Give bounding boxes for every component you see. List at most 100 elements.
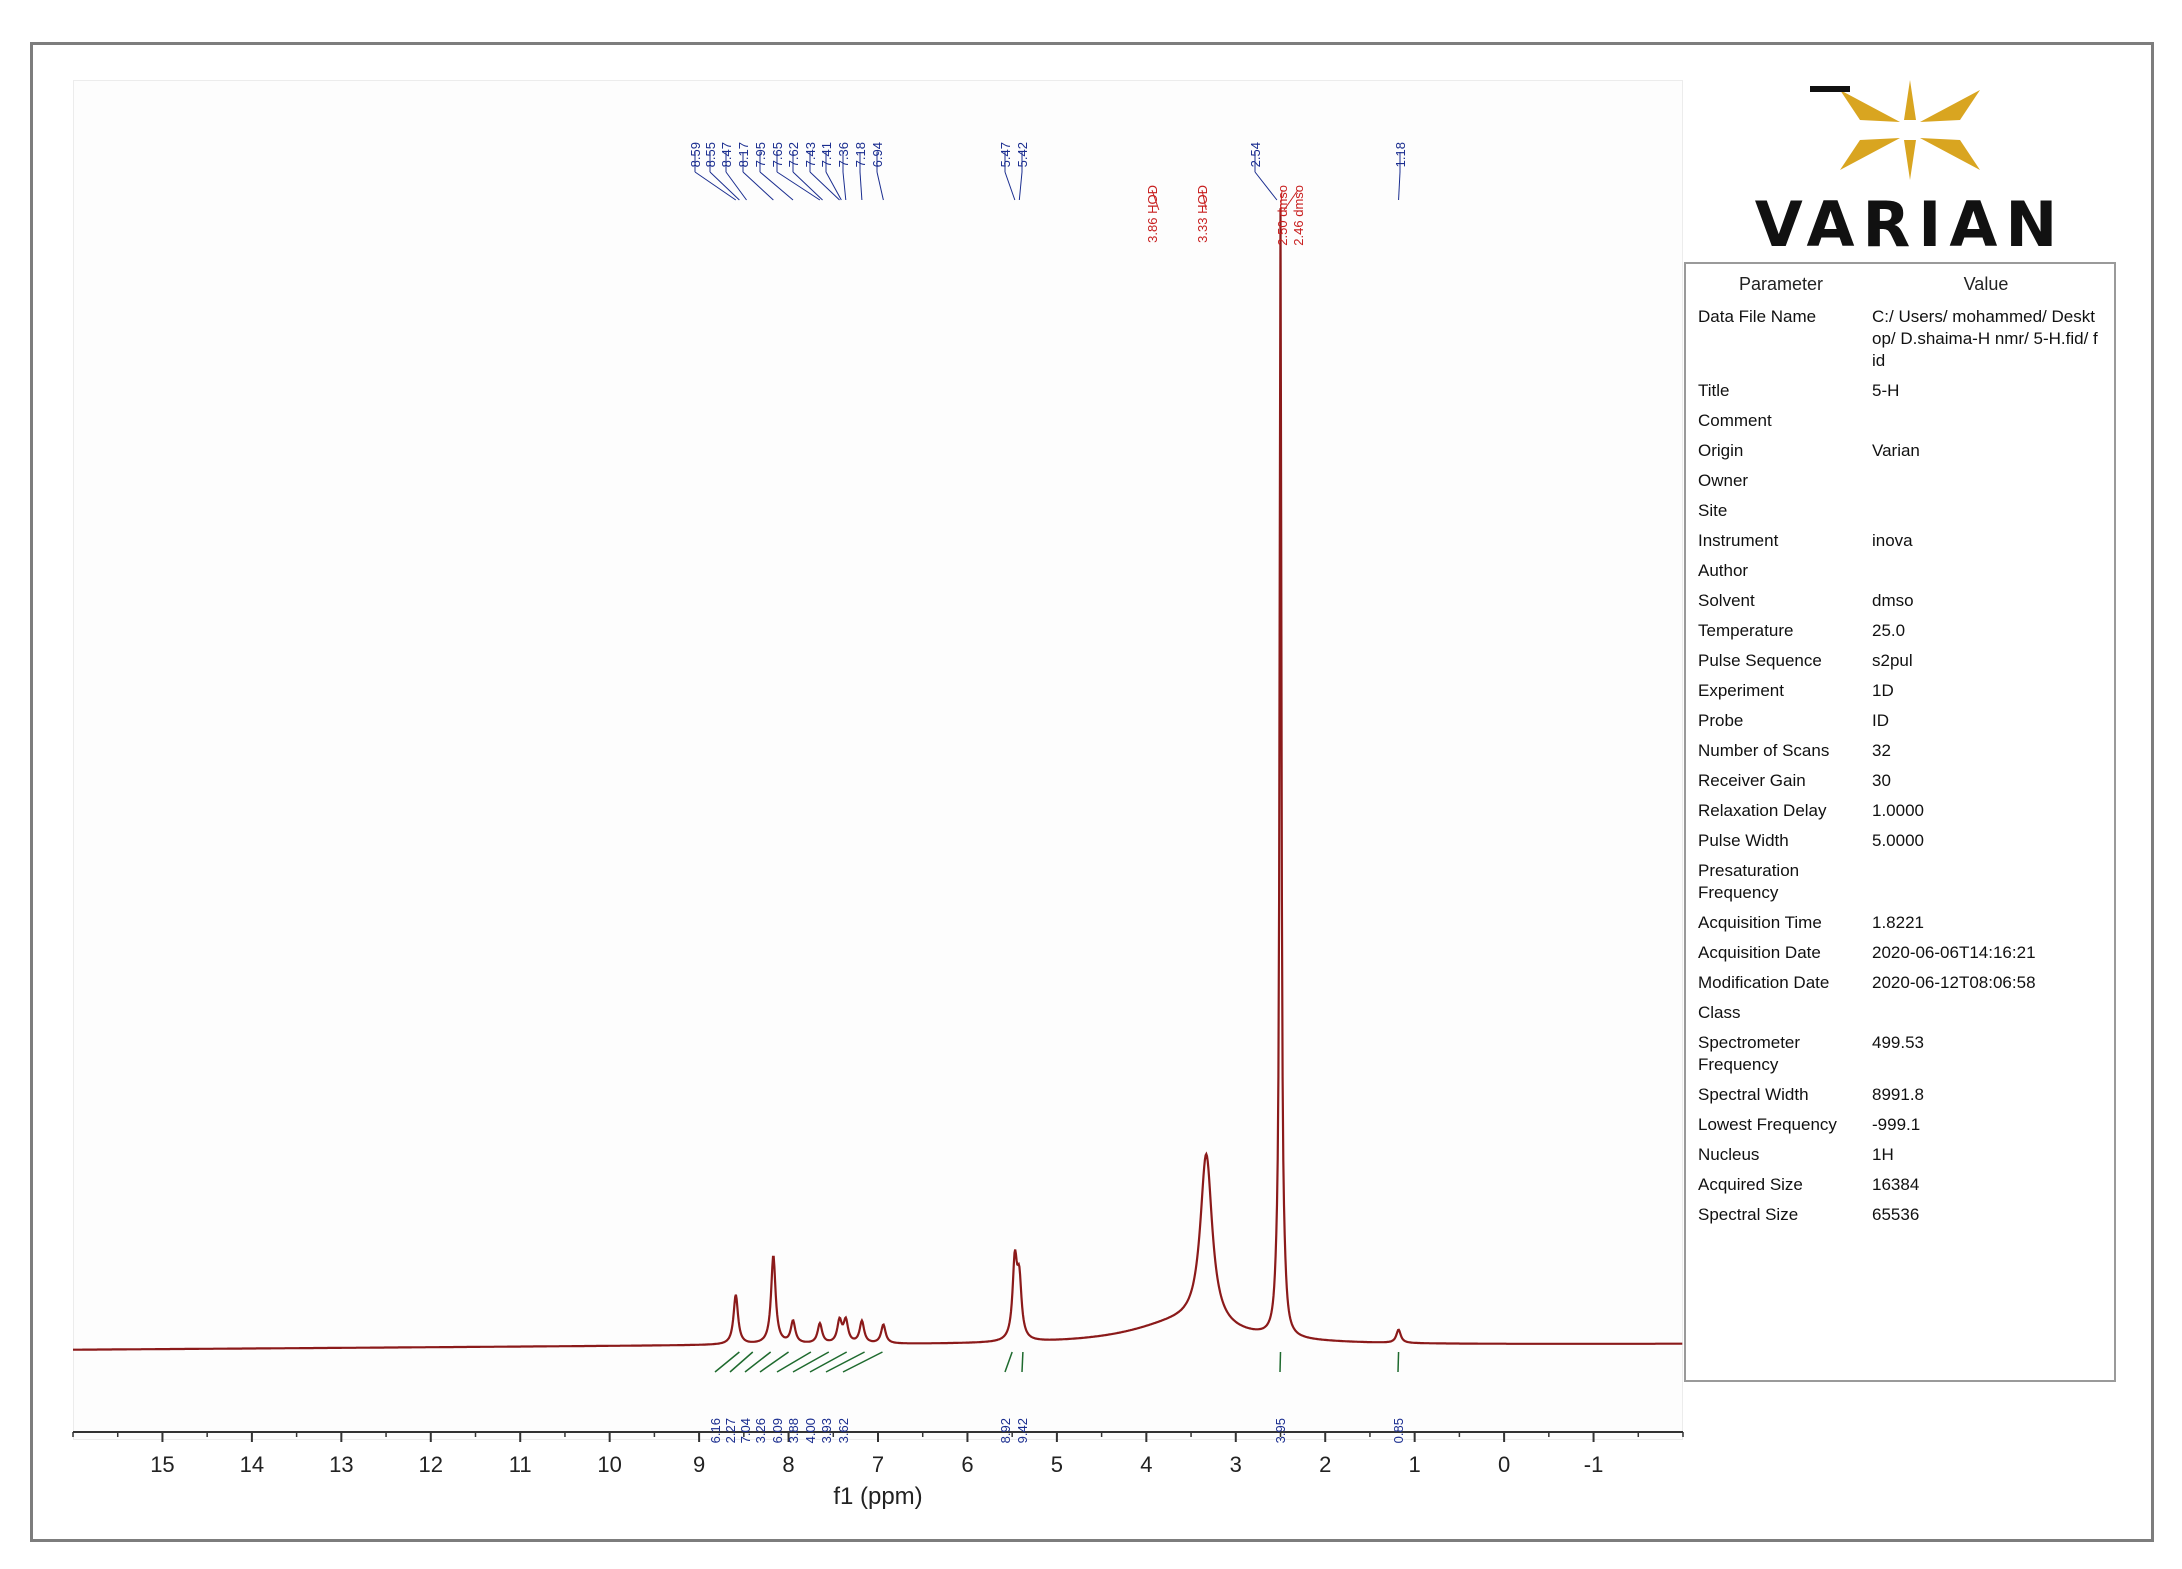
parameter-row: Lowest Frequency -999.1 xyxy=(1692,1114,2108,1136)
parameter-row: Solvent dmso xyxy=(1692,590,2108,612)
integral-value: 3.93 xyxy=(819,1418,834,1443)
peak-label-solvent: 2.50 dmso xyxy=(1275,185,1290,246)
parameter-name: Pulse Sequence xyxy=(1698,651,1822,670)
header-value: Value xyxy=(1963,273,2009,294)
x-tick-label: 4 xyxy=(1140,1452,1152,1477)
parameter-value: 1D xyxy=(1872,681,1894,700)
parameter-value: inova xyxy=(1872,531,1913,550)
integral-marker xyxy=(1021,1351,1024,1373)
parameter-table: Parameter Value Data File Name C:/ Users/… xyxy=(1684,262,2116,1382)
peak-label-connector xyxy=(792,171,823,201)
peak-label-connector xyxy=(842,171,847,201)
parameter-value: dmso xyxy=(1872,591,1914,610)
x-tick-label: 0 xyxy=(1498,1452,1510,1477)
x-tick-label: 11 xyxy=(509,1452,532,1477)
parameter-name: Origin xyxy=(1698,441,1744,460)
parameter-row: Pulse Sequence s2pul xyxy=(1692,650,2108,672)
parameter-value: Varian xyxy=(1872,441,1920,460)
parameter-rows: Data File Name C:/ Users/ mohammed/ Deskt… xyxy=(1692,306,2108,1226)
parameter-value xyxy=(1864,560,2100,582)
parameter-value xyxy=(1864,1002,2100,1024)
integral-value: 3.95 xyxy=(1273,1418,1288,1443)
parameter-name: Solvent xyxy=(1698,591,1755,610)
peak-label-connector xyxy=(1151,189,1160,211)
x-tick-label: 2 xyxy=(1319,1452,1331,1477)
spectrum-curve-group xyxy=(73,208,1683,1351)
parameter-value: 30 xyxy=(1872,771,1891,790)
parameter-name: Comment xyxy=(1698,411,1772,430)
x-axis-title: f1 (ppm) xyxy=(833,1483,922,1510)
peak-label-solvent: 2.46 dmso xyxy=(1291,185,1306,246)
integral-value: 3.26 xyxy=(753,1418,768,1443)
peak-label-connector xyxy=(1398,171,1401,201)
peak-label-connector xyxy=(725,171,747,201)
x-tick-label: 7 xyxy=(872,1452,884,1477)
parameter-name: Site xyxy=(1698,501,1728,520)
parameter-name: Probe xyxy=(1698,711,1744,730)
x-tick-label: 3 xyxy=(1230,1452,1242,1477)
parameter-table-header: Parameter Value xyxy=(1692,270,2108,298)
integral-marker xyxy=(729,1351,754,1373)
x-tick-label: 9 xyxy=(693,1452,705,1477)
x-axis: 15 14 13 12 11 10 9 8 7 6 5 4 3 2 1 0 -1 xyxy=(72,1431,1684,1477)
parameter-row: Temperature 25.0 xyxy=(1692,620,2108,642)
parameter-name: Spectral Size xyxy=(1698,1205,1799,1224)
parameter-row: Experiment 1D xyxy=(1692,680,2108,702)
parameter-name: Spectral Width xyxy=(1698,1085,1809,1104)
peak-label-connector xyxy=(1280,189,1283,211)
peak-label-solvent: 3.33 HOD xyxy=(1195,185,1210,243)
parameter-value: ID xyxy=(1872,711,1889,730)
varian-logo xyxy=(1810,80,1980,180)
parameter-row: Spectrometer Frequency 499.53 xyxy=(1692,1032,2108,1076)
parameter-row: Author xyxy=(1692,560,2108,582)
integral-value: 3.62 xyxy=(836,1418,851,1443)
parameter-value xyxy=(1864,500,2100,522)
parameter-name: Pulse Width xyxy=(1698,831,1789,850)
parameter-row: Origin Varian xyxy=(1692,440,2108,462)
parameter-row: Number of Scans 32 xyxy=(1692,740,2108,762)
parameter-row: Relaxation Delay 1.0000 xyxy=(1692,800,2108,822)
parameter-value: C:/ Users/ mohammed/ Desktop/ D.shaima-H… xyxy=(1872,307,2098,370)
parameter-value: 32 xyxy=(1872,741,1891,760)
parameter-value: -999.1 xyxy=(1872,1115,1921,1134)
integral-marker xyxy=(744,1351,772,1373)
peak-label-connector xyxy=(1254,171,1278,201)
x-tick-label: 12 xyxy=(419,1452,443,1477)
parameter-value: 1.0000 xyxy=(1872,801,1924,820)
parameter-name: Number of Scans xyxy=(1698,741,1830,760)
integral-value: 2.27 xyxy=(723,1418,738,1443)
parameter-row: Receiver Gain 30 xyxy=(1692,770,2108,792)
parameter-value: 16384 xyxy=(1872,1175,1920,1194)
parameter-row: Site xyxy=(1692,500,2108,522)
parameter-name: Owner xyxy=(1698,471,1749,490)
parameter-name: Spectrometer Frequency xyxy=(1698,1033,1801,1074)
peak-label-connector xyxy=(759,171,794,201)
parameter-row: Comment xyxy=(1692,410,2108,432)
parameter-name: Presaturation Frequency xyxy=(1698,861,1800,902)
parameter-value: 2020-06-06T14:16:21 xyxy=(1872,943,2036,962)
peak-label-connector xyxy=(1018,171,1023,201)
parameter-row: Presaturation Frequency xyxy=(1692,860,2108,904)
parameter-name: Author xyxy=(1698,561,1749,580)
parameter-name: Class xyxy=(1698,1003,1741,1022)
parameter-name: Temperature xyxy=(1698,621,1794,640)
brand-name: VARIAN xyxy=(1754,188,2066,261)
x-tick-label: 1 xyxy=(1409,1452,1421,1477)
integral-value: 6.09 xyxy=(770,1418,785,1443)
integral-marker xyxy=(809,1351,848,1373)
peak-label-connector xyxy=(859,171,863,201)
x-tick-label: 8 xyxy=(782,1452,794,1477)
x-tick-label: -1 xyxy=(1584,1452,1604,1477)
parameter-value: 65536 xyxy=(1872,1205,1920,1224)
integral-marker xyxy=(1397,1351,1400,1373)
parameter-row: Nucleus 1H xyxy=(1692,1144,2108,1166)
x-tick-label: 6 xyxy=(961,1452,973,1477)
parameter-row: Owner xyxy=(1692,470,2108,492)
parameter-name: Acquisition Time xyxy=(1698,913,1822,932)
integral-value: 7.04 xyxy=(738,1418,753,1443)
integral-marker xyxy=(776,1351,812,1373)
x-tick-label: 13 xyxy=(329,1452,353,1477)
parameter-name: Lowest Frequency xyxy=(1698,1115,1837,1134)
integral-marker xyxy=(842,1351,883,1373)
integral-value: 0.85 xyxy=(1391,1418,1406,1443)
